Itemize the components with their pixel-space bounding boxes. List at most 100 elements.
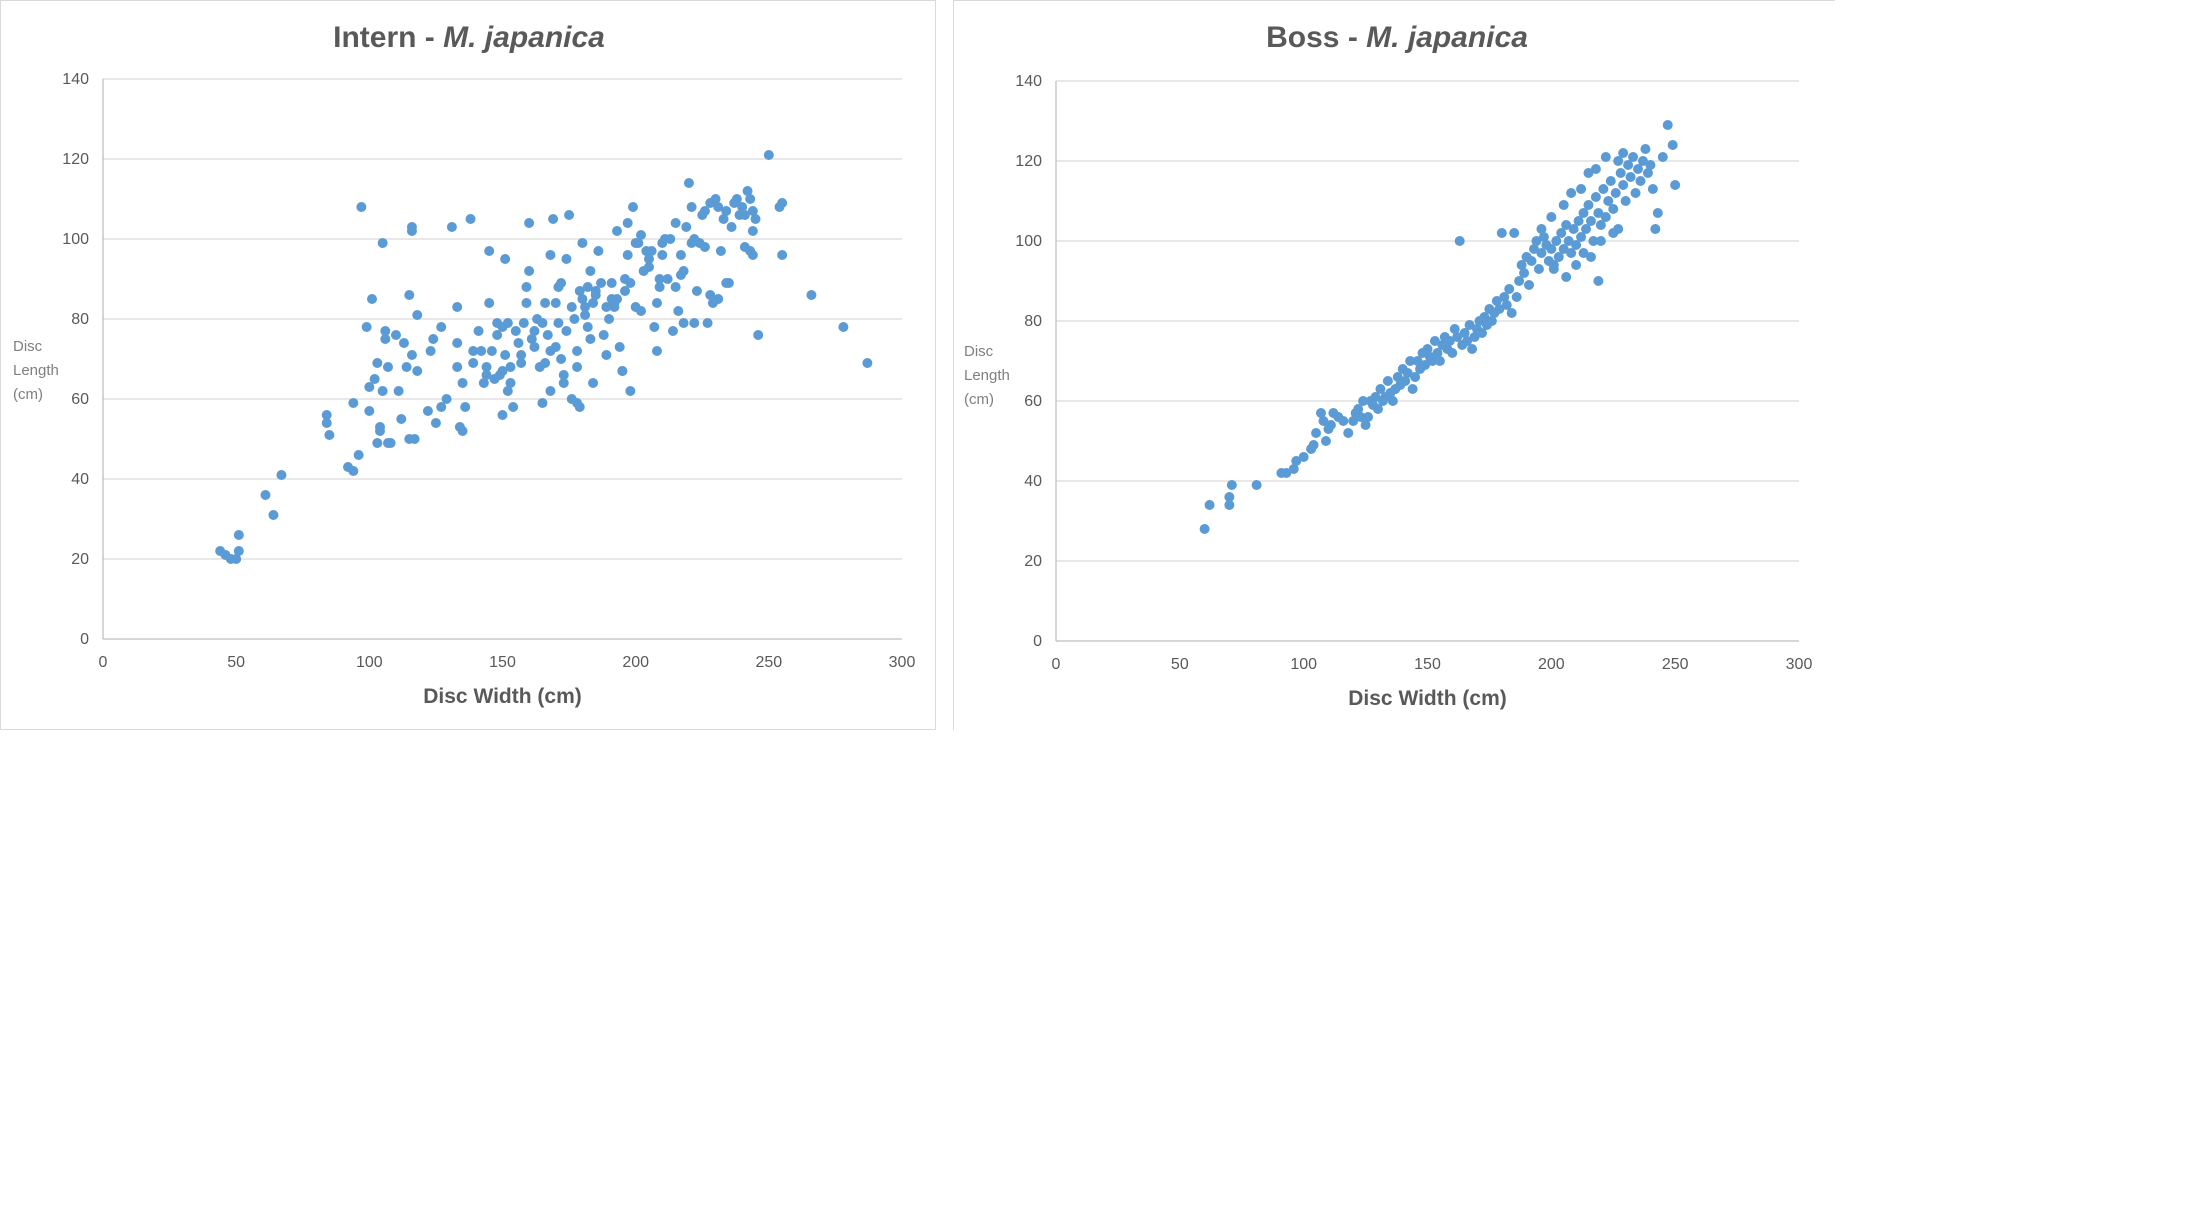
data-point <box>590 286 601 296</box>
data-point <box>366 294 377 304</box>
data-point <box>1434 356 1445 366</box>
data-point <box>596 278 607 288</box>
y-tick-label: 140 <box>62 71 89 88</box>
data-point <box>537 398 548 408</box>
data-point <box>1325 420 1336 430</box>
data-point <box>617 366 628 376</box>
data-point <box>428 334 439 344</box>
data-point <box>1400 376 1411 386</box>
x-tick-label: 0 <box>99 654 108 671</box>
data-point <box>1348 416 1359 426</box>
data-point <box>1652 208 1663 218</box>
x-tick-label: 200 <box>622 654 649 671</box>
data-point <box>233 530 244 540</box>
x-tick-label: 200 <box>1538 656 1565 673</box>
data-point <box>430 418 441 428</box>
data-point <box>606 278 617 288</box>
y-axis-title: Disc Length (cm) <box>964 343 1010 408</box>
data-point <box>651 298 662 308</box>
data-point <box>649 322 660 332</box>
data-point <box>1459 328 1470 338</box>
data-point <box>598 330 609 340</box>
data-point <box>1355 412 1366 422</box>
data-point <box>502 386 513 396</box>
data-point <box>1585 216 1596 226</box>
data-point <box>1454 236 1465 246</box>
data-point <box>231 554 242 564</box>
data-point <box>1486 316 1497 326</box>
data-point <box>1494 304 1505 314</box>
y-tick-label: 60 <box>1024 393 1042 410</box>
x-tick-label: 300 <box>1786 656 1813 673</box>
data-point <box>1449 324 1460 334</box>
data-point <box>1553 252 1564 262</box>
data-point <box>588 298 599 308</box>
data-point <box>1281 468 1292 478</box>
data-point <box>540 298 551 308</box>
data-point <box>484 246 495 256</box>
data-point <box>585 266 596 276</box>
data-point <box>1551 236 1562 246</box>
data-point <box>398 338 409 348</box>
data-point <box>1576 184 1587 194</box>
data-point <box>1536 224 1547 234</box>
data-point <box>1204 500 1215 510</box>
data-point <box>635 306 646 316</box>
x-tick-label: 50 <box>227 654 245 671</box>
data-point <box>1251 480 1262 490</box>
y-axis-title-line: Disc <box>13 338 43 355</box>
chart-panel-boss: Boss - M. japanica 0 20 40 60 80 100 120 140 0 50 1… <box>953 0 1835 730</box>
data-point <box>556 278 567 288</box>
data-point <box>324 430 335 440</box>
data-point <box>1613 156 1624 166</box>
data-point <box>518 318 529 328</box>
data-point <box>1600 212 1611 222</box>
data-point <box>521 282 532 292</box>
data-point <box>545 250 556 260</box>
data-point <box>635 230 646 240</box>
data-point <box>404 290 415 300</box>
data-point <box>553 318 564 328</box>
data-point <box>1372 404 1383 414</box>
data-point <box>537 318 548 328</box>
data-point <box>524 266 535 276</box>
data-point <box>1405 356 1416 366</box>
data-point <box>665 234 676 244</box>
data-point <box>1578 248 1589 258</box>
y-tick-label: 20 <box>71 551 89 568</box>
data-point <box>1538 232 1549 242</box>
chart-panel-intern: Intern - M. japanica 0 20 40 60 80 100 120 140 0 5… <box>0 0 936 730</box>
data-point <box>862 358 873 368</box>
data-point <box>500 350 511 360</box>
data-point <box>1422 344 1433 354</box>
data-point <box>580 302 591 312</box>
data-point <box>683 178 694 188</box>
data-point <box>382 362 393 372</box>
data-point <box>505 362 516 372</box>
data-point <box>763 150 774 160</box>
x-tick-label: 0 <box>1052 656 1061 673</box>
x-tick-label: 150 <box>1414 656 1441 673</box>
data-point <box>742 186 753 196</box>
data-point <box>1566 248 1577 258</box>
data-point <box>460 402 471 412</box>
data-point <box>529 342 540 352</box>
data-point <box>1382 376 1393 386</box>
data-point <box>1635 176 1646 186</box>
data-point <box>1558 200 1569 210</box>
data-point <box>1288 464 1299 474</box>
data-point <box>409 434 420 444</box>
data-point <box>1563 236 1574 246</box>
data-point <box>689 318 700 328</box>
y-axis-title: Disc Length (cm) <box>13 338 59 403</box>
data-point <box>1504 284 1515 294</box>
data-point <box>566 302 577 312</box>
data-point <box>601 350 612 360</box>
data-point <box>540 358 551 368</box>
data-point <box>1501 300 1512 310</box>
data-point <box>838 322 849 332</box>
data-point <box>1608 228 1619 238</box>
data-point <box>372 358 383 368</box>
data-point <box>588 378 599 388</box>
data-point <box>1199 524 1210 534</box>
